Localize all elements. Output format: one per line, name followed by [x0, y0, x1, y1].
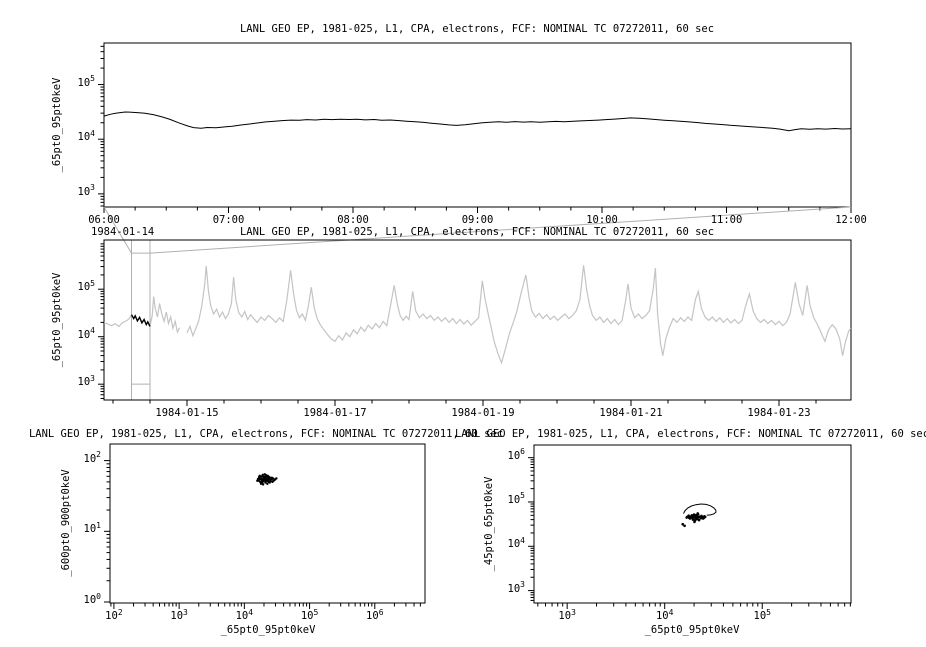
series-line: [130, 314, 151, 327]
series-line: [103, 265, 852, 365]
scatter_600_900-ticks: [104, 460, 421, 609]
ts_zoom-ticks: [98, 45, 852, 213]
scatter_600_900-plot-area[interactable]: [104, 443, 426, 609]
series-line: [683, 503, 717, 516]
scatter_45_65-frame: [533, 444, 852, 604]
scatter_600_900-frame: [109, 443, 426, 604]
ts_overview-ticks: [98, 243, 817, 406]
ts_overview-plot-area[interactable]: [98, 206, 852, 406]
scatter-points: [681, 512, 707, 528]
series-line: [103, 111, 852, 132]
scatter_45_65-plot-area[interactable]: [528, 444, 852, 609]
scatter-points: [256, 473, 278, 486]
zoom-selection-box[interactable]: [130, 240, 151, 400]
ts_overview-frame: [103, 239, 852, 401]
ts_zoom-frame: [103, 42, 852, 208]
scatter_45_65-ticks: [528, 457, 851, 609]
ts_zoom-plot-area[interactable]: [98, 42, 852, 213]
zoom-connector-lines: [103, 206, 852, 254]
